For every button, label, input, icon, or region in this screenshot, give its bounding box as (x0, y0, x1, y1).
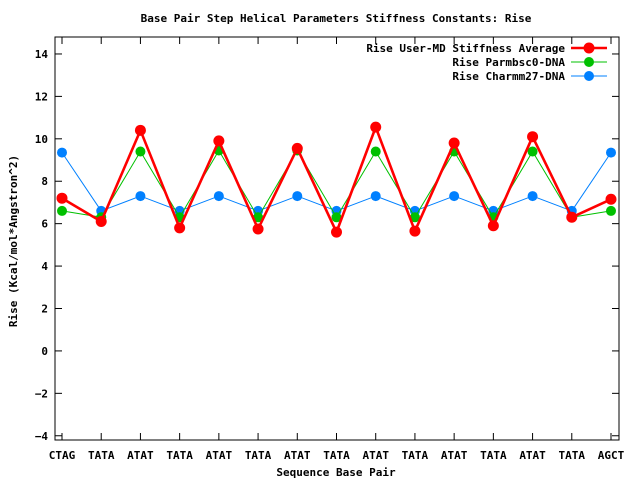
x-tick-label: ATAT (127, 449, 154, 462)
legend-entry: Rise Charmm27-DNA (452, 70, 607, 83)
data-point (56, 192, 68, 204)
data-point (527, 191, 538, 202)
legend-swatch-marker (583, 42, 595, 54)
y-tick-label: −4 (35, 430, 49, 443)
data-point (409, 225, 421, 237)
data-point (527, 146, 538, 157)
data-point (606, 205, 616, 216)
x-tick-label: AGCT (598, 449, 625, 462)
data-point (213, 135, 225, 147)
data-point (448, 137, 460, 149)
data-point (527, 131, 539, 143)
y-tick-label: 10 (35, 133, 48, 146)
legend-entry: Rise User-MD Stiffness Average (366, 42, 607, 55)
x-tick-label: CTAG (49, 449, 76, 462)
legend-entry: Rise Parmbsc0-DNA (452, 56, 607, 69)
y-tick-label: −2 (35, 387, 48, 400)
plot-frame (54, 36, 620, 441)
data-point (331, 212, 342, 223)
y-tick-label: 2 (41, 302, 48, 315)
x-tick-label: TATA (88, 449, 115, 462)
data-point (370, 191, 381, 202)
data-point (252, 223, 264, 235)
data-point (606, 147, 616, 158)
legend-label: Rise User-MD Stiffness Average (366, 42, 565, 55)
chart-title: Base Pair Step Helical Parameters Stiffn… (141, 12, 532, 25)
series-line (61, 152, 612, 212)
data-point (292, 191, 303, 202)
axes (54, 36, 620, 441)
data-point (57, 205, 67, 216)
data-point (370, 121, 382, 133)
data-point (57, 147, 67, 158)
x-tick-label: TATA (245, 449, 272, 462)
data-point (174, 222, 186, 234)
y-tick-label: 8 (41, 175, 48, 188)
legend-label: Rise Parmbsc0-DNA (452, 56, 565, 69)
x-tick-label: ATAT (441, 449, 468, 462)
x-tick-label: TATA (323, 449, 350, 462)
y-tick-label: 14 (35, 48, 49, 61)
data-point (487, 220, 499, 232)
data-point (291, 142, 303, 154)
series-0 (56, 121, 617, 238)
y-axis-label: Rise (Kcal/mol*Angstron^2) (7, 155, 20, 327)
series-2 (57, 147, 616, 216)
x-tick-label: ATAT (519, 449, 546, 462)
x-tick-label: ATAT (362, 449, 389, 462)
y-tick-label: 12 (35, 90, 48, 103)
x-tick-label: TATA (559, 449, 586, 462)
legend-swatch-marker (584, 57, 594, 67)
data-point (135, 146, 146, 157)
y-tick-label: 4 (41, 260, 48, 273)
data-point (253, 212, 264, 223)
data-point (605, 193, 617, 205)
y-tick-label: 0 (41, 345, 48, 358)
data-point (409, 212, 420, 223)
data-point (213, 191, 224, 202)
data-point (370, 146, 381, 157)
x-tick-label: ATAT (284, 449, 311, 462)
x-tick-label: TATA (480, 449, 507, 462)
tick-labels: −4 −2 0 2 4 6 8 10 12 14 CTAG TATA ATAT TATA ATAT TATA A… (35, 48, 625, 462)
data-point (134, 124, 146, 136)
data-point (135, 191, 146, 202)
x-tick-label: TATA (166, 449, 193, 462)
data-point (449, 191, 460, 202)
series-layer (56, 121, 617, 238)
y-tick-label: 6 (41, 218, 48, 231)
data-point (95, 216, 107, 228)
data-point (566, 211, 578, 223)
x-tick-label: TATA (402, 449, 429, 462)
data-point (331, 226, 342, 238)
legend-swatch-marker (584, 71, 594, 81)
x-axis-label: Sequence Base Pair (276, 466, 396, 479)
legend-label: Rise Charmm27-DNA (452, 70, 565, 83)
x-tick-label: ATAT (206, 449, 233, 462)
